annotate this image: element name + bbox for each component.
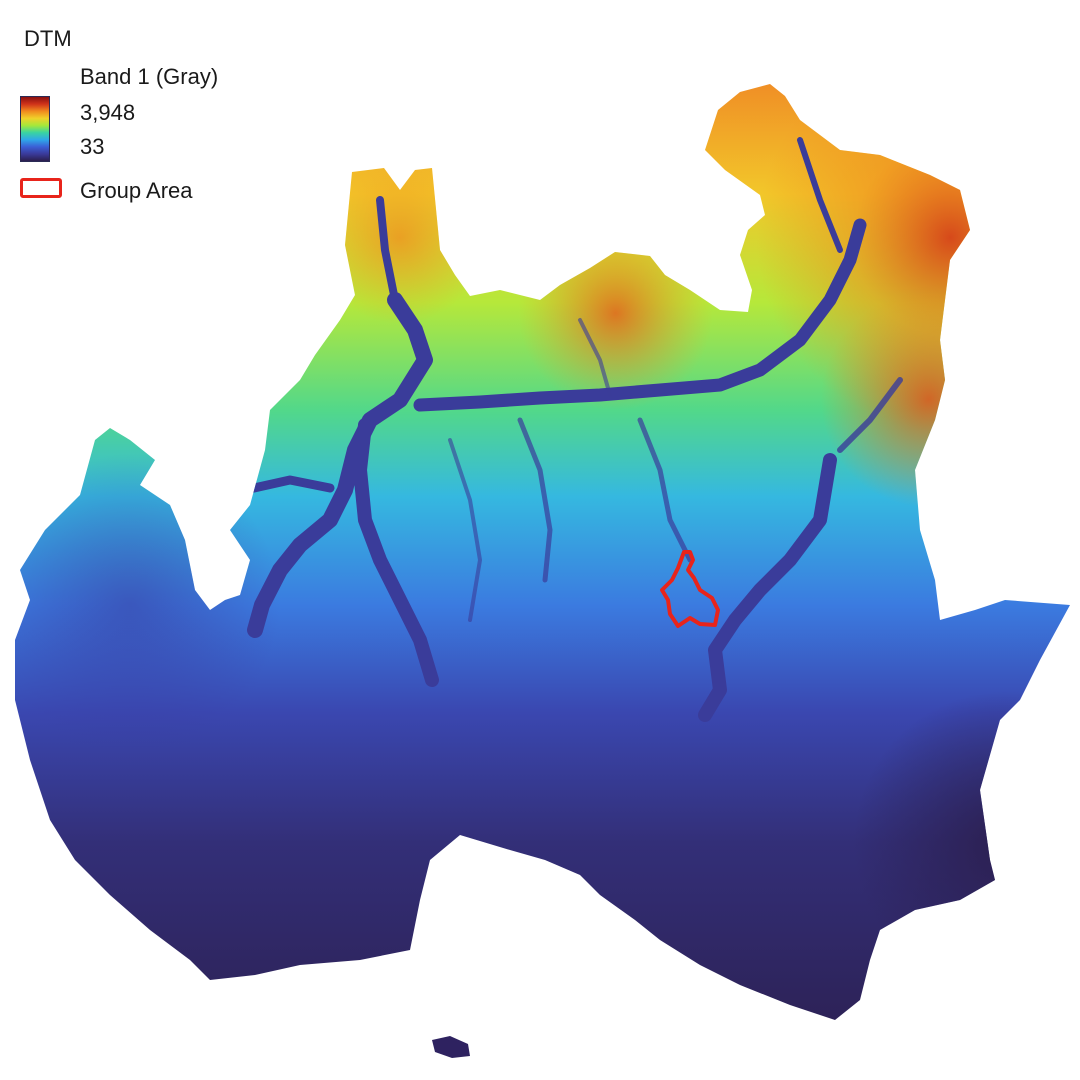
legend-layer-title: DTM bbox=[24, 26, 72, 51]
tributary-east bbox=[837, 377, 903, 453]
group-area-swatch bbox=[20, 178, 62, 198]
legend-band-label: Band 1 (Gray) bbox=[80, 64, 219, 89]
islet bbox=[432, 1036, 470, 1058]
tributary-west-2 bbox=[448, 438, 482, 622]
group-area-label: Group Area bbox=[80, 178, 193, 203]
valtellina-valley bbox=[413, 218, 867, 412]
color-ramp-swatch bbox=[20, 96, 50, 162]
tributary-west bbox=[240, 475, 335, 495]
ramp-min-label: 33 bbox=[80, 134, 105, 159]
tributary-center-2 bbox=[637, 417, 693, 563]
tributary-north bbox=[376, 196, 399, 304]
valleys bbox=[240, 137, 903, 722]
tributary-center bbox=[517, 417, 553, 583]
ramp-max-label: 3,948 bbox=[80, 100, 136, 125]
lake-como-east-arm bbox=[353, 418, 439, 687]
tributary-ridge bbox=[578, 318, 612, 397]
tributary-ne bbox=[797, 137, 843, 253]
adda-valley bbox=[698, 453, 837, 722]
lake-como-west-arm bbox=[247, 292, 433, 638]
group-area-polygon[interactable] bbox=[660, 550, 720, 628]
